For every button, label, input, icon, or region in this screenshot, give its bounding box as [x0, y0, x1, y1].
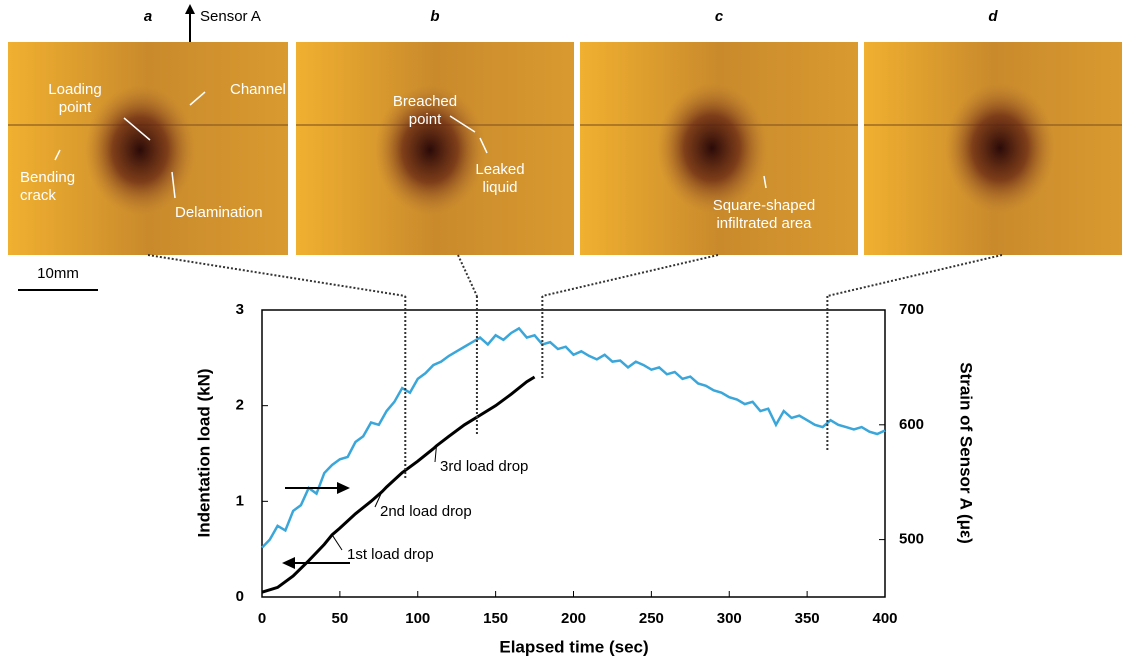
photo-annotation: Bending: [20, 169, 75, 186]
frame-connector: [827, 254, 1003, 297]
x-tick-label: 250: [639, 610, 664, 627]
photo-annotation: Leaked: [475, 161, 524, 178]
photo-spot: [945, 83, 1055, 213]
annotation-leader: [123, 117, 151, 141]
chart-annotation: 3rd load drop: [440, 458, 528, 475]
annotation-leader: [171, 171, 176, 199]
x-tick-label: 150: [483, 610, 508, 627]
x-tick-label: 400: [872, 610, 897, 627]
y-tick-label: 1: [236, 492, 244, 509]
sensor-label: Sensor A: [200, 8, 261, 25]
photo-spot: [657, 83, 767, 213]
x-tick-label: 100: [405, 610, 430, 627]
photo-annotation: infiltrated area: [716, 215, 812, 232]
y-tick-label: 0: [236, 588, 244, 605]
panel-label: d: [988, 8, 998, 25]
annotation-leader: [449, 115, 476, 133]
frame-connector: [542, 254, 719, 297]
photo-annotation: point: [59, 99, 92, 116]
x-tick-label: 50: [332, 610, 349, 627]
photo-spot: [85, 85, 195, 215]
photo-annotation: crack: [20, 187, 56, 204]
chart-annotation: 1st load drop: [347, 546, 434, 563]
x-tick-label: 300: [717, 610, 742, 627]
annotation-leader: [54, 149, 61, 161]
y2-tick-label: 600: [899, 416, 924, 433]
y2-tick-label: 500: [899, 531, 924, 548]
y2-tick-label: 700: [899, 301, 924, 318]
annotation-leader: [331, 534, 343, 551]
axis-arrowhead: [337, 482, 350, 494]
panel-label: b: [430, 8, 439, 25]
axis-arrowhead: [282, 557, 295, 569]
x-tick-label: 350: [795, 610, 820, 627]
photo-annotation: Channel: [230, 81, 286, 98]
chart-annotation: 2nd load drop: [380, 503, 472, 520]
frame-connector: [147, 254, 406, 297]
scale-label: 10mm: [37, 265, 79, 282]
photo-annotation: point: [409, 111, 442, 128]
x-axis-title: Elapsed time (sec): [499, 637, 648, 656]
photo-spot: [375, 85, 485, 215]
y2-axis-title: Strain of Sensor A (με): [957, 362, 976, 544]
photo-annotation: Square-shaped: [713, 197, 816, 214]
y-tick-label: 2: [236, 397, 244, 414]
photo-annotation: Loading: [48, 81, 101, 98]
y-tick-label: 3: [236, 301, 244, 318]
annotation-leader: [763, 175, 767, 189]
panel-label: a: [144, 8, 152, 25]
sensor-arrowhead: [185, 4, 195, 14]
y-axis-title: Indentation load (kN): [194, 368, 213, 537]
frame-connector: [457, 254, 478, 297]
photo-annotation: Delamination: [175, 204, 263, 221]
photo-annotation: Breached: [393, 93, 457, 110]
annotation-leader: [479, 137, 488, 154]
panel-label: c: [715, 8, 724, 25]
annotation-leader: [434, 445, 437, 463]
photo-annotation: liquid: [482, 179, 517, 196]
x-tick-label: 200: [561, 610, 586, 627]
series-line: [261, 375, 536, 594]
x-tick-label: 0: [258, 610, 266, 627]
annotation-leader: [189, 91, 206, 106]
annotation-leader: [374, 491, 383, 508]
series-line: [261, 326, 886, 549]
